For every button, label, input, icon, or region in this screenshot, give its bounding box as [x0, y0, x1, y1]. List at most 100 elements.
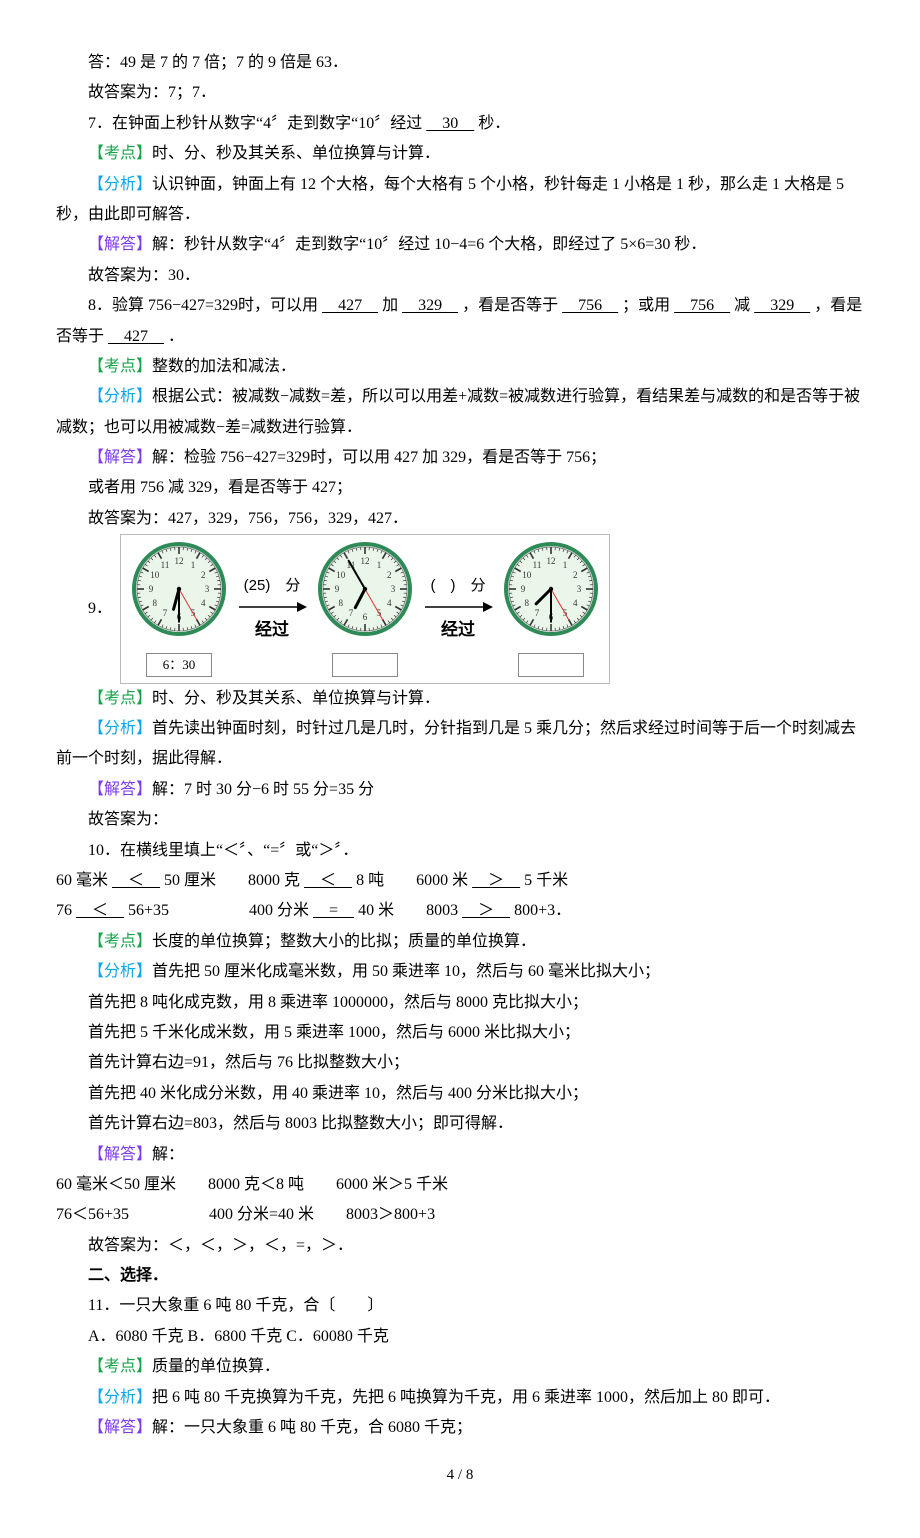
svg-text:8: 8 [153, 598, 158, 608]
clock-1: 123456789101112 [131, 541, 227, 648]
sol-label: 【解答】 [88, 1419, 152, 1436]
q11-sol-text: 解：一只大象重 6 吨 80 千克，合 6080 千克； [152, 1419, 472, 1436]
q9-exam: 【考点】时、分、秒及其关系、单位换算与计算． [56, 684, 864, 714]
q7-stem: 7．在钟面上秒针从数字“4〞走到数字“10〞经过 30 秒． [56, 109, 864, 139]
q10-anal6: 首先计算右边=803，然后与 8003 比拟整数大小；即可得解． [56, 1109, 864, 1139]
svg-text:1: 1 [563, 560, 568, 570]
q8-anal: 【分析】根据公式：被减数−减数=差，所以可以用差+减数=被减数进行验算，看结果差… [56, 382, 864, 443]
q10-stem: 10．在横线里填上“＜〞、“=〞或“＞〞． [56, 836, 864, 866]
exam-label: 【考点】 [88, 358, 152, 375]
q8-sol2: 或者用 756 减 329，看是否等于 427； [56, 473, 864, 503]
q10-r1-c3: 5 千米 [524, 872, 568, 889]
svg-text:10: 10 [336, 570, 346, 580]
clock-3-timebox [518, 653, 584, 677]
svg-text:7: 7 [349, 608, 354, 618]
svg-text:1: 1 [191, 560, 196, 570]
q11-options: A．6080 千克 B．6800 千克 C．60080 千克 [56, 1322, 864, 1352]
q11-anal: 【分析】把 6 吨 80 千克换算为千克，先把 6 吨换算为千克，用 6 乘进率… [56, 1383, 864, 1413]
q11-sol: 【解答】解：一只大象重 6 吨 80 千克，合 6080 千克； [56, 1413, 864, 1443]
arrow-1-pass: 经过 [255, 614, 289, 646]
svg-text:3: 3 [577, 584, 582, 594]
q10-anal5: 首先把 40 米化成分米数，用 40 乘进率 10，然后与 400 分米比拟大小… [56, 1079, 864, 1109]
q10-sol1: 60 毫米＜50 厘米 8000 克＜8 吨 6000 米＞5 千米 [56, 1170, 864, 1200]
svg-text:2: 2 [573, 570, 578, 580]
anal-label: 【分析】 [88, 1389, 152, 1406]
q7-stem-b: 秒． [478, 115, 510, 132]
q8-sol1-text: 解：检验 756−427=329时，可以用 427 加 329，看是否等于 75… [152, 449, 606, 466]
q10-sol-head: 【解答】解： [56, 1140, 864, 1170]
arrow-icon [237, 600, 307, 614]
q8-b5: 329 [750, 297, 814, 314]
q11-exam-text: 质量的单位换算． [152, 1358, 280, 1375]
q8-exam-text: 整数的加法和减法． [152, 358, 296, 375]
q11-exam: 【考点】质量的单位换算． [56, 1352, 864, 1382]
svg-text:7: 7 [535, 608, 540, 618]
q10-r1-b1: ＜ [108, 872, 164, 889]
q8-sol1: 【解答】解：检验 756−427=329时，可以用 427 加 329，看是否等… [56, 443, 864, 473]
q7-exam: 【考点】时、分、秒及其关系、单位换算与计算． [56, 139, 864, 169]
q8-b2: 329 [398, 297, 462, 314]
svg-text:1: 1 [377, 560, 382, 570]
svg-text:8: 8 [525, 598, 530, 608]
anal-label: 【分析】 [88, 963, 152, 980]
svg-text:11: 11 [533, 560, 542, 570]
svg-text:3: 3 [205, 584, 210, 594]
clock-1-col: 123456789101112 6：30 [131, 541, 227, 676]
q8-m4: 减 [734, 297, 750, 314]
q7-anal-text: 认识钟面，钟面上有 12 个大格，每个大格有 5 个小格，秒针每走 1 小格是 … [56, 176, 844, 223]
anal-label: 【分析】 [88, 388, 152, 405]
q11-stem: 11．一只大象重 6 吨 80 千克，合〔 〕 [56, 1291, 864, 1321]
q7-exam-text: 时、分、秒及其关系、单位换算与计算． [152, 145, 440, 162]
q7-anal: 【分析】认识钟面，钟面上有 12 个大格，每个大格有 5 个小格，秒针每走 1 … [56, 170, 864, 231]
q8-b6: 427 [104, 328, 168, 345]
q10-r2-c1: 56+35 400 分米 [128, 902, 309, 919]
svg-text:2: 2 [201, 570, 206, 580]
page-footer: 4 / 8 [56, 1461, 864, 1490]
q10-r1-b2: ＜ [300, 872, 356, 889]
svg-text:6: 6 [363, 612, 368, 622]
clock-2-col: 123456789101112 [317, 541, 413, 676]
q9-fig-row: 123456789101112 6：30 (25) 分 经过 123456789… [131, 541, 599, 676]
q10-r2-c2: 40 米 8003 [358, 902, 458, 919]
arrow-1: (25) 分 经过 [237, 572, 307, 647]
sol-label: 【解答】 [88, 1146, 152, 1163]
q7-sol-text: 解：秒针从数字“4〞走到数字“10〞经过 10−4=6 个大格，即经过了 5×6… [152, 236, 706, 253]
arrow-icon [423, 600, 493, 614]
exam-label: 【考点】 [88, 933, 152, 950]
q8-final: 故答案为：427，329，756，756，329，427． [56, 504, 864, 534]
q9-final: 故答案为： [56, 805, 864, 835]
q10-anal3: 首先把 5 千米化成米数，用 5 乘进率 1000，然后与 6000 米比拟大小… [56, 1018, 864, 1048]
q10-r1-c1: 50 厘米 8000 克 [164, 872, 300, 889]
q9-number: 9． [56, 594, 112, 624]
svg-text:3: 3 [391, 584, 396, 594]
q10-r1-b3: ＞ [468, 872, 524, 889]
q9-exam-text: 时、分、秒及其关系、单位换算与计算． [152, 690, 440, 707]
q8-m1: 加 [382, 297, 398, 314]
q8-tail: ． [168, 328, 184, 345]
q10-r1-c2: 8 吨 6000 米 [356, 872, 468, 889]
q9-anal: 【分析】首先读出钟面时刻，时针过几是几时，分针指到几是 5 乘几分；然后求经过时… [56, 714, 864, 775]
q10-sol2: 76＜56+35 400 分米=40 米 8003＞800+3 [56, 1200, 864, 1230]
q9-anal-text: 首先读出钟面时刻，时针过几是几时，分针指到几是 5 乘几分；然后求经过时间等于后… [56, 720, 856, 767]
q8-stem: 8．验算 756−427=329时，可以用 427 加 329 ，看是否等于 7… [56, 291, 864, 352]
svg-text:2: 2 [387, 570, 392, 580]
svg-text:9: 9 [335, 584, 340, 594]
exam-label: 【考点】 [88, 1358, 152, 1375]
q11-anal-text: 把 6 吨 80 千克换算为千克，先把 6 吨换算为千克，用 6 乘进率 100… [152, 1389, 780, 1406]
sol-label: 【解答】 [88, 449, 152, 466]
section-2-title: 二、选择． [56, 1261, 864, 1291]
q6-final: 故答案为：7；7． [56, 78, 864, 108]
q10-r2-b2: = [309, 902, 358, 919]
q10-exam-text: 长度的单位换算；整数大小的比拟；质量的单位换算． [152, 933, 536, 950]
svg-text:12: 12 [547, 556, 556, 566]
arrow-1-label: (25) 分 [244, 572, 301, 601]
svg-text:4: 4 [387, 598, 392, 608]
q9-sol: 【解答】解：7 时 30 分−6 时 55 分=35 分 [56, 775, 864, 805]
svg-text:12: 12 [361, 556, 370, 566]
svg-text:10: 10 [522, 570, 532, 580]
svg-text:11: 11 [161, 560, 170, 570]
exam-label: 【考点】 [88, 145, 152, 162]
q6-answer: 答：49 是 7 的 7 倍；7 的 9 倍是 63． [56, 48, 864, 78]
q9-sol-text: 解：7 时 30 分−6 时 55 分=35 分 [152, 781, 374, 798]
clock-1-timebox: 6：30 [146, 653, 212, 677]
